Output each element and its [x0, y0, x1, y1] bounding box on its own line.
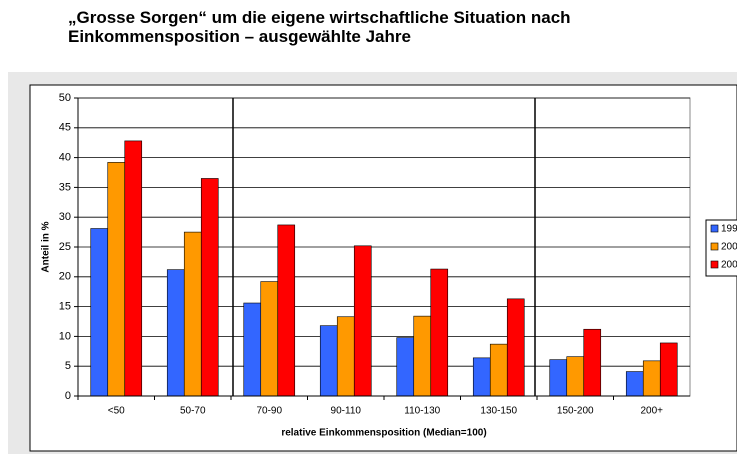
bar [506, 298, 525, 397]
x-tick-label: <50 [108, 406, 125, 417]
y-tick-label: 35 [59, 181, 71, 193]
legend-swatch [710, 242, 719, 251]
bar [183, 231, 202, 397]
bar [430, 268, 449, 397]
legend-label: 2000 [721, 242, 737, 253]
bar [124, 140, 143, 397]
x-tick-label: 200+ [640, 406, 663, 417]
y-tick-label: 0 [65, 390, 71, 402]
legend-swatch [710, 260, 719, 269]
y-tick-label: 50 [59, 92, 71, 104]
bar [583, 328, 602, 397]
y-tick-label: 15 [59, 301, 71, 313]
bar [200, 178, 219, 397]
bar [396, 337, 415, 397]
x-axis-label: relative Einkommensposition (Median=100) [281, 428, 486, 439]
legend-label: 1990 [721, 224, 737, 235]
chart-title: „Grosse Sorgen“ um die eigene wirtschaft… [68, 8, 571, 46]
y-axis-label: Anteil in % [41, 221, 52, 272]
x-tick-label: 70-90 [256, 406, 282, 417]
legend: 1990 2000 2009 [705, 219, 737, 277]
bar [353, 245, 372, 397]
bar [166, 269, 185, 397]
bar [243, 302, 262, 397]
y-tick-label: 25 [59, 241, 71, 253]
y-tick-label: 30 [59, 211, 71, 223]
y-tick-label: 40 [59, 152, 71, 164]
bar [260, 281, 279, 397]
bar [90, 228, 109, 397]
x-tick-label: 50-70 [180, 406, 206, 417]
bar [472, 357, 491, 397]
x-tick-label: 130-150 [480, 406, 517, 417]
x-tick-label: 150-200 [557, 406, 594, 417]
bar [489, 343, 508, 397]
bar [336, 316, 355, 397]
y-tick-label: 5 [65, 360, 71, 372]
bar [413, 315, 432, 397]
bar [107, 162, 126, 397]
bar [625, 371, 644, 397]
y-tick-label: 20 [59, 271, 71, 283]
legend-swatch [710, 224, 719, 233]
title-line: „Grosse Sorgen“ um die eigene wirtschaft… [68, 8, 571, 27]
x-tick-label: 110-130 [404, 406, 440, 417]
bar [566, 356, 585, 397]
title-line: Einkommensposition – ausgewählte Jahre [68, 27, 411, 46]
bar [659, 342, 678, 397]
bar [642, 360, 661, 397]
legend-label: 2009 [721, 260, 737, 271]
y-tick-label: 10 [59, 330, 71, 342]
y-tick-label: 45 [59, 122, 71, 134]
x-tick-label: 90-110 [331, 406, 362, 417]
bar [319, 325, 338, 397]
bar [277, 224, 296, 397]
bar [549, 359, 568, 397]
